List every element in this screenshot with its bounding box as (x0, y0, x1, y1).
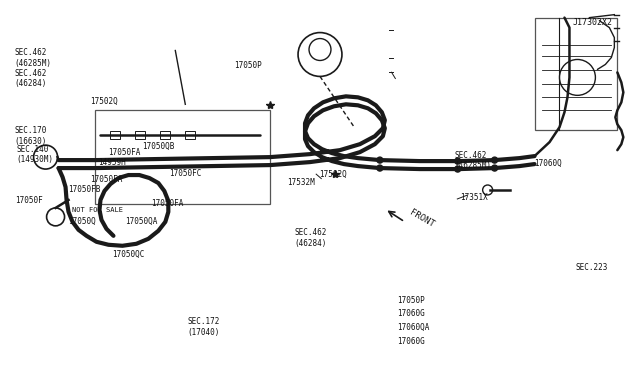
Text: 17060G: 17060G (397, 337, 424, 346)
Text: 17050QB: 17050QB (143, 141, 175, 150)
Text: 17050FA: 17050FA (151, 199, 183, 208)
Text: FRONT: FRONT (408, 208, 436, 230)
Text: 17532M: 17532M (287, 178, 314, 187)
Bar (186, 131, 195, 139)
Text: SEC.462
(46285M): SEC.462 (46285M) (15, 48, 52, 68)
Text: 17050P: 17050P (397, 296, 424, 305)
Bar (161, 131, 170, 139)
Text: 17060Q: 17060Q (534, 159, 562, 168)
Text: 17050FC: 17050FC (169, 169, 201, 177)
Circle shape (492, 157, 498, 163)
Text: SEC.172
(17040): SEC.172 (17040) (188, 317, 220, 337)
Circle shape (454, 166, 461, 172)
Text: J17302X2: J17302X2 (572, 18, 612, 27)
Text: 17351X: 17351X (461, 193, 488, 202)
Text: 17050QA: 17050QA (125, 217, 157, 226)
Text: 17050F: 17050F (15, 196, 42, 205)
Text: NOT FOR SALE: NOT FOR SALE (72, 207, 124, 213)
Bar (136, 131, 145, 139)
Text: 17060QA: 17060QA (397, 323, 429, 332)
Text: SEC.462
(46285M): SEC.462 (46285M) (454, 151, 491, 170)
Circle shape (377, 157, 383, 163)
Circle shape (492, 165, 498, 171)
Text: 17502Q: 17502Q (319, 170, 346, 179)
Text: 17502Q: 17502Q (90, 97, 118, 106)
Bar (95, 110, 270, 204)
Text: 17050Q: 17050Q (68, 217, 95, 226)
Text: 17050P: 17050P (234, 61, 262, 70)
Text: 17050FA: 17050FA (108, 148, 140, 157)
Circle shape (454, 158, 461, 164)
Text: SEC.462
(46284): SEC.462 (46284) (15, 69, 47, 88)
Text: 17060G: 17060G (397, 310, 424, 318)
Circle shape (377, 165, 383, 171)
Text: 17050FB: 17050FB (68, 185, 100, 194)
Bar (111, 131, 120, 139)
Text: 17050QC: 17050QC (113, 250, 145, 259)
Text: SEC.223: SEC.223 (575, 263, 608, 272)
Text: 14959H: 14959H (99, 158, 126, 167)
Bar (534, 17, 618, 130)
Text: SEC.462
(46284): SEC.462 (46284) (294, 228, 327, 248)
Text: SEC.170
(16630): SEC.170 (16630) (15, 126, 47, 146)
Text: SEC.140
(14930M): SEC.140 (14930M) (17, 145, 54, 164)
Text: 17050FA: 17050FA (90, 175, 122, 184)
